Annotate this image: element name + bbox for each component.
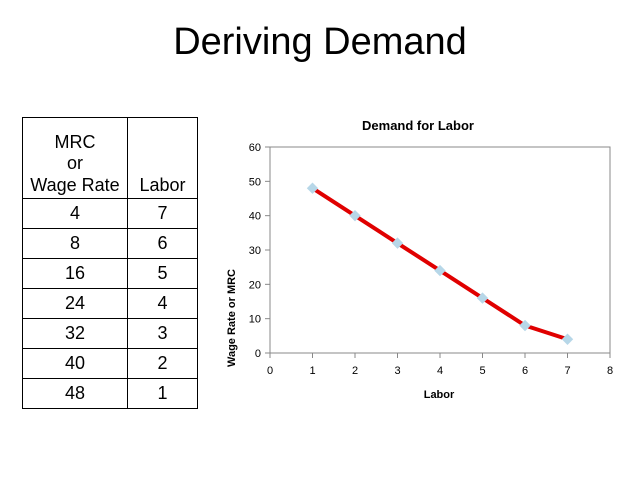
table-row: 16 5	[22, 258, 198, 289]
cell-labor: 4	[127, 288, 198, 319]
cell-wage: 40	[22, 348, 128, 379]
x-tick-label: 1	[309, 365, 315, 377]
y-tick-label: 20	[249, 279, 261, 291]
y-tick-label: 10	[249, 314, 261, 326]
cell-labor: 6	[127, 228, 198, 259]
x-tick-label: 5	[479, 365, 485, 377]
data-point-marker	[391, 237, 404, 249]
slide-title: Deriving Demand	[173, 21, 467, 63]
data-point-marker	[476, 292, 489, 304]
table-row: 4 7	[22, 198, 198, 229]
cell-wage: 8	[22, 228, 128, 259]
cell-wage: 48	[22, 378, 128, 409]
header-labor: Labor	[127, 117, 198, 199]
x-tick-label: 4	[437, 365, 443, 377]
y-tick-label: 40	[249, 211, 261, 223]
data-point-marker	[519, 319, 531, 332]
table-row: 48 1	[22, 378, 198, 409]
data-point-marker	[434, 264, 446, 277]
header-line: MRC	[54, 131, 96, 152]
data-point-marker	[306, 182, 319, 194]
x-tick-label: 2	[352, 365, 358, 377]
table-row: 32 3	[22, 318, 198, 349]
x-tick-label: 7	[564, 365, 570, 377]
plot-area: 0 10 20 30 40 50 60 0 1 2 3 4 5 6 7 8	[249, 142, 613, 377]
cell-labor: 1	[127, 378, 198, 409]
x-axis-label: Labor	[424, 389, 455, 401]
table-row: 8 6	[22, 228, 198, 259]
x-tick-label: 6	[522, 365, 528, 377]
table-row: 40 2	[22, 348, 198, 379]
chart-title: Demand for Labor	[362, 118, 474, 133]
cell-labor: 5	[127, 258, 198, 289]
cell-wage: 4	[22, 198, 128, 229]
table-header-row: MRC or Wage Rate Labor	[22, 117, 198, 199]
series-line	[310, 186, 570, 342]
table-row: 24 4	[22, 288, 198, 319]
x-tick-label: 3	[394, 365, 400, 377]
header-wage-rate: MRC or Wage Rate	[22, 117, 128, 199]
y-tick-label: 30	[249, 245, 261, 257]
cell-wage: 16	[22, 258, 128, 289]
y-axis-label: Wage Rate or MRC	[226, 269, 238, 367]
cell-labor: 7	[127, 198, 198, 229]
cell-labor: 2	[127, 348, 198, 379]
data-point-marker	[561, 333, 574, 345]
cell-labor: 3	[127, 318, 198, 349]
data-point-marker	[349, 209, 361, 222]
y-tick-label: 60	[249, 142, 261, 154]
y-tick-label: 50	[249, 176, 261, 188]
wage-labor-table: MRC or Wage Rate Labor 4 7 8 6 16 5 24 4…	[22, 117, 198, 409]
x-tick-label: 8	[607, 365, 613, 377]
header-line: or	[66, 153, 83, 173]
cell-wage: 24	[22, 288, 128, 319]
plot-frame	[269, 146, 611, 354]
y-tick-label: 0	[255, 348, 261, 360]
cell-wage: 32	[22, 318, 128, 349]
x-tick-label: 0	[267, 365, 273, 377]
header-line: Wage Rate	[30, 174, 120, 195]
